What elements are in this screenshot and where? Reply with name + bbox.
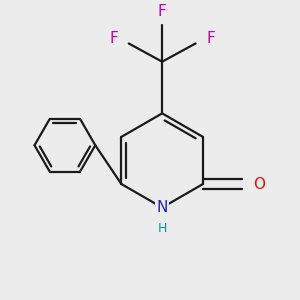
Text: F: F [206,32,215,46]
Text: F: F [109,32,118,46]
Text: H: H [158,222,167,235]
Text: O: O [253,176,265,191]
Text: F: F [158,4,167,19]
Text: N: N [157,200,168,215]
